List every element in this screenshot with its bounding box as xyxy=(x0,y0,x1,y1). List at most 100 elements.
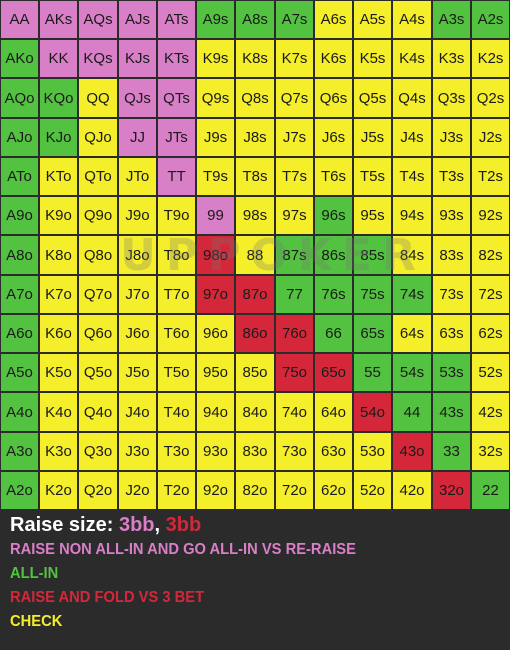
hand-cell: 83o xyxy=(236,433,274,470)
hand-cell: Q8o xyxy=(79,236,117,274)
hand-cell: 62s xyxy=(472,315,509,352)
hand-cell: K9s xyxy=(197,40,234,77)
hand-cell: 75s xyxy=(354,276,391,313)
hand-cell: 93s xyxy=(433,197,470,234)
hand-cell: T7s xyxy=(276,158,313,195)
hand-cell: 33 xyxy=(433,433,470,470)
hand-cell: J5o xyxy=(119,354,156,391)
hand-cell: Q4o xyxy=(79,393,117,431)
hand-cell: T3o xyxy=(158,433,195,470)
hand-cell: 94o xyxy=(197,393,234,431)
hand-cell: Q5s xyxy=(354,79,391,117)
hand-cell: Q8s xyxy=(236,79,274,117)
hand-cell: 82o xyxy=(236,472,274,509)
hand-cell: 53s xyxy=(433,354,470,391)
hand-cell: T5s xyxy=(354,158,391,195)
hand-cell: J5s xyxy=(354,119,391,156)
hand-cell: A3s xyxy=(433,1,470,38)
hand-cell: A4o xyxy=(1,393,38,431)
range-grid: AA AKs AQs AJs ATs A9s A8s A7s A6s A5s A4s A3s A2s AK… xyxy=(0,0,510,510)
hand-cell: Q2s xyxy=(472,79,509,117)
legend-panel xyxy=(0,510,510,650)
hand-cell: 95o xyxy=(197,354,234,391)
hand-cell: T7o xyxy=(158,276,195,313)
raise-size-value-primary: 3bb xyxy=(118,514,155,536)
hand-cell: K3o xyxy=(40,433,77,470)
hand-cell: T6o xyxy=(158,315,195,352)
hand-cell: JTs xyxy=(158,119,195,156)
hand-cell: K7o xyxy=(40,276,77,313)
hand-cell: QJs xyxy=(119,79,156,117)
hand-cell: J9o xyxy=(119,197,156,234)
hand-cell: T3s xyxy=(433,158,470,195)
hand-cell: QJo xyxy=(79,119,117,156)
hand-cell: KTs xyxy=(158,40,195,77)
hand-cell: T5o xyxy=(158,354,195,391)
hand-cell: A9s xyxy=(197,1,234,38)
hand-cell: A8s xyxy=(236,1,274,38)
hand-cell: 75o xyxy=(276,354,313,391)
hand-cell: 55 xyxy=(354,354,391,391)
hand-cell: K8o xyxy=(40,236,77,274)
hand-cell: K2s xyxy=(472,40,509,77)
hand-cell: A3o xyxy=(1,433,38,470)
hand-cell: 74s xyxy=(393,276,431,313)
hand-cell: 76s xyxy=(315,276,352,313)
hand-cell: K4o xyxy=(40,393,77,431)
hand-cell: Q7o xyxy=(79,276,117,313)
hand-cell: T9s xyxy=(197,158,234,195)
hand-cell: K9o xyxy=(40,197,77,234)
hand-cell: A7o xyxy=(1,276,38,313)
hand-cell: 77 xyxy=(276,276,313,313)
hand-cell: 43s xyxy=(433,393,470,431)
hand-cell: 86s xyxy=(315,236,352,274)
hand-cell: QTs xyxy=(158,79,195,117)
hand-cell: J8o xyxy=(119,236,156,274)
hand-cell: 72s xyxy=(472,276,509,313)
hand-cell: 96o xyxy=(197,315,234,352)
hand-cell: A5s xyxy=(354,1,391,38)
hand-cell: K5s xyxy=(354,40,391,77)
hand-cell: 92s xyxy=(472,197,509,234)
hand-cell: Q9s xyxy=(197,79,234,117)
hand-cell: T4s xyxy=(393,158,431,195)
hand-cell: 42s xyxy=(472,393,509,431)
hand-cell: 52o xyxy=(354,472,391,509)
hand-cell: A2s xyxy=(472,1,509,38)
hand-cell: 65o xyxy=(315,354,352,391)
hand-cell: QTo xyxy=(79,158,117,195)
hand-cell: Q3o xyxy=(79,433,117,470)
hand-cell: K7s xyxy=(276,40,313,77)
hand-cell: 63s xyxy=(433,315,470,352)
hand-cell: A8o xyxy=(1,236,38,274)
hand-cell: 74o xyxy=(276,393,313,431)
hand-cell: 52s xyxy=(472,354,509,391)
hand-cell: 96s xyxy=(315,197,352,234)
hand-cell: 97o xyxy=(197,276,234,313)
hand-cell: 94s xyxy=(393,197,431,234)
hand-cell: KK xyxy=(40,40,77,77)
hand-cell: A2o xyxy=(1,472,38,509)
hand-cell: A9o xyxy=(1,197,38,234)
hand-cell: 54o xyxy=(354,393,391,431)
legend-check: CHECK xyxy=(10,613,63,630)
hand-cell: Q6o xyxy=(79,315,117,352)
hand-cell: J9s xyxy=(197,119,234,156)
hand-cell: 97s xyxy=(276,197,313,234)
hand-cell: KJs xyxy=(119,40,156,77)
hand-cell: Q9o xyxy=(79,197,117,234)
hand-cell: 22 xyxy=(472,472,509,509)
hand-cell: K4s xyxy=(393,40,431,77)
raise-size-value-secondary: 3bb xyxy=(165,514,202,536)
hand-cell: 64o xyxy=(315,393,352,431)
hand-cell: J4o xyxy=(119,393,156,431)
hand-cell: J8s xyxy=(236,119,274,156)
hand-cell: T8o xyxy=(158,236,195,274)
hand-cell: 64s xyxy=(393,315,431,352)
hand-cell: K8s xyxy=(236,40,274,77)
hand-cell: T6s xyxy=(315,158,352,195)
hand-cell: ATs xyxy=(158,1,195,38)
hand-cell: 82s xyxy=(472,236,509,274)
hand-cell: JTo xyxy=(119,158,156,195)
legend-raise-fold: RAISE AND FOLD VS 3 BET xyxy=(10,589,205,606)
